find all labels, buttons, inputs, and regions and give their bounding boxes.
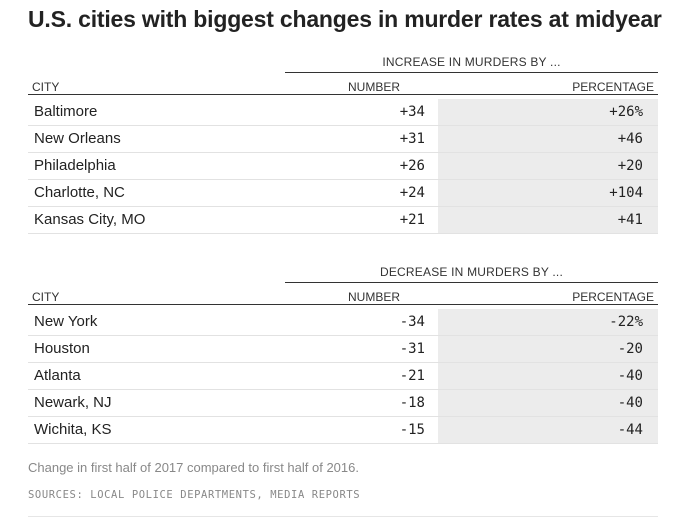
percentage-cell: +41 [438,207,658,233]
percentage-value: -22% [609,314,643,330]
number-cell: -15 [399,422,425,438]
decrease-header-city: CITY [32,290,60,304]
city-cell: New Orleans [34,130,121,147]
table-row: Newark, NJ -18 -40 [28,390,658,417]
bottom-divider [28,516,658,517]
percentage-cell: -40 [438,390,658,416]
percentage-value: +46 [617,131,643,147]
number-cell: +34 [399,104,425,120]
city-cell: Kansas City, MO [34,211,146,228]
table-row: Houston -31 -20 [28,336,658,363]
number-cell: -34 [399,314,425,330]
percentage-value: -40 [617,368,643,384]
percentage-cell: -20 [438,336,658,362]
percentage-value: +104 [609,185,643,201]
table-row: Charlotte, NC +24 +104 [28,180,658,207]
percentage-cell: -22% [438,309,658,335]
city-cell: Wichita, KS [34,421,112,438]
decrease-header-number: NUMBER [347,290,400,304]
increase-group-label: INCREASE IN MURDERS BY ... [382,55,561,69]
percentage-value: +26% [609,104,643,120]
percentage-cell: +46 [438,126,658,152]
percentage-value: +41 [617,212,643,228]
percentage-cell: -44 [438,417,658,443]
percentage-cell: +26% [438,99,658,125]
percentage-value: -44 [617,422,643,438]
city-cell: New York [34,313,98,330]
increase-header-number: NUMBER [347,80,400,94]
city-cell: Baltimore [34,103,98,120]
number-cell: +31 [399,131,425,147]
percentage-cell: -40 [438,363,658,389]
page-title: U.S. cities with biggest changes in murd… [28,6,662,32]
decrease-header-percentage: PERCENTAGE [572,290,654,304]
decrease-group-header: DECREASE IN MURDERS BY ... [285,262,658,283]
number-cell: -21 [399,368,425,384]
increase-header-percentage: PERCENTAGE [572,80,654,94]
city-cell: Newark, NJ [34,394,112,411]
increase-column-headers: CITY NUMBER PERCENTAGE [28,74,658,95]
percentage-cell: +104 [438,180,658,206]
percentage-cell: +20 [438,153,658,179]
percentage-value: -20 [617,341,643,357]
increase-group-header: INCREASE IN MURDERS BY ... [285,52,658,73]
percentage-value: +20 [617,158,643,174]
source-credit: SOURCES: LOCAL POLICE DEPARTMENTS, MEDIA… [28,489,361,501]
table-row: Philadelphia +26 +20 [28,153,658,180]
table-row: New York -34 -22% [28,309,658,336]
number-cell: +21 [399,212,425,228]
decrease-column-headers: CITY NUMBER PERCENTAGE [28,284,658,305]
increase-rows: Baltimore +34 +26% New Orleans +31 +46 P… [28,99,658,234]
table-row: Atlanta -21 -40 [28,363,658,390]
table-row: Kansas City, MO +21 +41 [28,207,658,234]
city-cell: Houston [34,340,90,357]
table-row: Baltimore +34 +26% [28,99,658,126]
city-cell: Atlanta [34,367,81,384]
table-row: Wichita, KS -15 -44 [28,417,658,444]
number-cell: +24 [399,185,425,201]
table-row: New Orleans +31 +46 [28,126,658,153]
decrease-rows: New York -34 -22% Houston -31 -20 Atlant… [28,309,658,444]
city-cell: Philadelphia [34,157,116,174]
number-cell: -31 [399,341,425,357]
decrease-group-label: DECREASE IN MURDERS BY ... [379,265,563,279]
increase-header-city: CITY [32,80,60,94]
percentage-value: -40 [617,395,643,411]
number-cell: -18 [399,395,425,411]
footnote: Change in first half of 2017 compared to… [28,460,359,475]
number-cell: +26 [399,158,425,174]
city-cell: Charlotte, NC [34,184,125,201]
